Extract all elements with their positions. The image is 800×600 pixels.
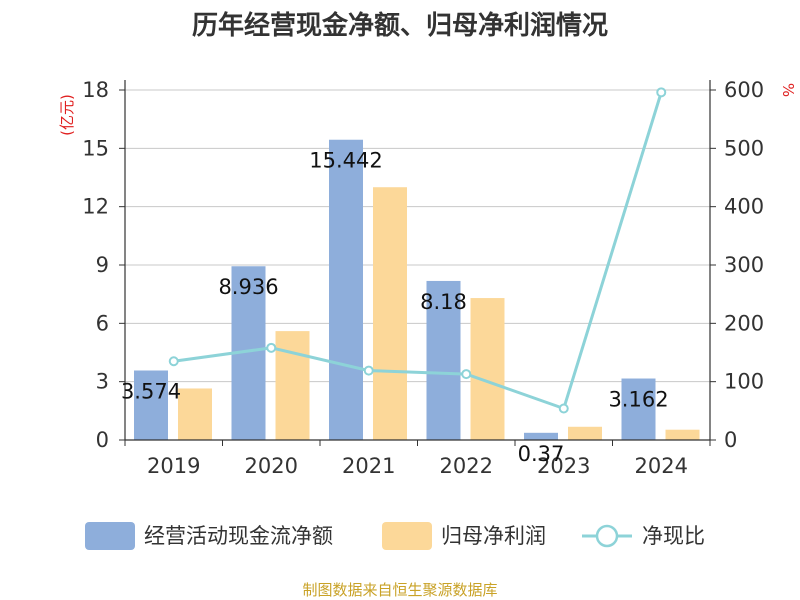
right-axis-unit: % bbox=[779, 83, 797, 97]
x-tick-label: 2024 bbox=[635, 454, 688, 478]
bar-cash-flow bbox=[134, 370, 168, 440]
legend-swatch-marker bbox=[595, 524, 619, 548]
data-label-cash-flow: 3.162 bbox=[608, 388, 668, 412]
legend-swatch-bar1 bbox=[85, 522, 135, 550]
ratio-point bbox=[266, 342, 277, 353]
y-right-tick-label: 300 bbox=[724, 253, 764, 277]
y-right-tick-label: 0 bbox=[724, 428, 737, 452]
bar-cash-flow bbox=[426, 280, 461, 440]
bar-cash-flow bbox=[621, 378, 656, 440]
data-label-cash-flow: 8.936 bbox=[218, 275, 278, 299]
bar-net-profit bbox=[178, 388, 212, 440]
axes: 0 3 6 9 12 15 18 0 100 200 300 400 500 600 2019 2020 202… bbox=[82, 78, 764, 478]
x-tick-label: 2022 bbox=[440, 454, 493, 478]
legend: 经营活动现金流净额 归母净利润 净现比 bbox=[85, 522, 705, 550]
bar-cash-flow bbox=[524, 432, 558, 440]
bar-cash-flow bbox=[329, 139, 363, 440]
bar-net-profit bbox=[470, 298, 505, 440]
x-tick-label: 2019 bbox=[147, 454, 200, 478]
chart-title: 历年经营现金净额、归母净利润情况 bbox=[192, 10, 608, 41]
legend-label-bar2: 归母净利润 bbox=[441, 524, 546, 548]
ratio-line bbox=[168, 87, 667, 414]
left-axis-unit: (亿元) bbox=[58, 94, 76, 136]
y-left-tick-label: 15 bbox=[82, 136, 109, 160]
data-label-cash-flow: 15.442 bbox=[309, 149, 382, 173]
ratio-point bbox=[168, 356, 179, 367]
y-right-tick-label: 100 bbox=[724, 370, 764, 394]
data-labels: 3.574 8.936 15.442 8.18 0.37 3.162 bbox=[121, 149, 669, 466]
y-left-tick-label: 12 bbox=[82, 195, 109, 219]
bar-net-profit bbox=[275, 331, 310, 440]
y-left-tick-label: 18 bbox=[82, 78, 109, 102]
source-note: 制图数据来自恒生聚源数据库 bbox=[302, 581, 497, 599]
legend-swatch-bar2 bbox=[382, 522, 432, 550]
ratio-line-path bbox=[173, 91, 663, 411]
bar-net-profit bbox=[568, 426, 602, 440]
x-tick-label: 2023 bbox=[537, 454, 590, 478]
y-left-tick-label: 9 bbox=[96, 253, 109, 277]
y-right-tick-label: 200 bbox=[724, 311, 764, 335]
data-label-cash-flow: 8.18 bbox=[420, 290, 467, 314]
x-tick-label: 2021 bbox=[342, 454, 395, 478]
bar-net-profit bbox=[665, 429, 700, 440]
y-right-tick-label: 400 bbox=[724, 195, 764, 219]
ratio-point bbox=[558, 403, 569, 414]
legend-label-bar1: 经营活动现金流净额 bbox=[144, 524, 333, 548]
legend-label-line: 净现比 bbox=[642, 524, 705, 548]
x-tick-label: 2020 bbox=[245, 454, 298, 478]
y-right-tick-label: 500 bbox=[724, 136, 764, 160]
data-label-cash-flow: 3.574 bbox=[121, 380, 181, 404]
data-label-cash-flow: 0.37 bbox=[518, 442, 565, 466]
y-left-tick-label: 0 bbox=[96, 428, 109, 452]
grid-lines bbox=[125, 89, 710, 383]
y-left-tick-label: 3 bbox=[96, 370, 109, 394]
y-left-tick-label: 6 bbox=[96, 311, 109, 335]
bar-net-profit bbox=[373, 187, 407, 440]
ratio-point bbox=[363, 365, 374, 376]
y-right-tick-label: 600 bbox=[724, 78, 764, 102]
ratio-point bbox=[461, 369, 472, 380]
ratio-point bbox=[656, 87, 667, 98]
